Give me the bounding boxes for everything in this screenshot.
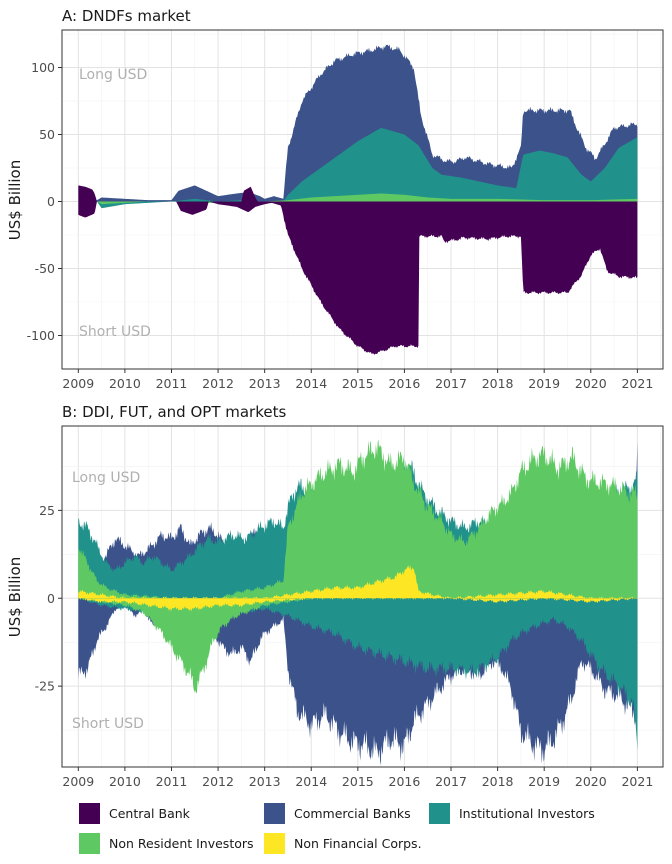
area-non-financial-corps-long: [78, 565, 638, 599]
legend-item-central-bank: Central Bank: [79, 803, 191, 824]
x-tick-label: 2018: [482, 774, 514, 789]
y-tick-label: 0: [47, 591, 55, 606]
y-tick-label: 0: [47, 194, 55, 209]
x-tick-label: 2011: [156, 376, 188, 391]
panel-a-short-annotation: Short USD: [79, 324, 151, 340]
x-tick-label: 2018: [482, 376, 514, 391]
x-tick-label: 2019: [528, 774, 560, 789]
y-tick-label: 100: [31, 60, 55, 75]
x-tick-label: 2013: [249, 376, 281, 391]
panel-a-y-axis-label: US$ Billion: [6, 160, 24, 240]
legend-label: Non Financial Corps.: [294, 836, 422, 851]
y-tick-label: 50: [39, 127, 55, 142]
legend-item-commercial-banks: Commercial Banks: [264, 803, 411, 824]
area-non-resident-investors-short: [78, 598, 638, 694]
x-tick-label: 2021: [621, 376, 653, 391]
area-institutional-investors-short: [78, 598, 638, 751]
legend-item-non-financial-corps: Non Financial Corps.: [264, 833, 422, 854]
legend-item-institutional-investors: Institutional Investors: [429, 803, 595, 824]
panel-a-y-ticks: -100 -50 0 50 100: [27, 60, 62, 343]
x-tick-label: 2015: [342, 376, 374, 391]
panel-b-areas: [78, 439, 638, 766]
panel-b-short-annotation: Short USD: [72, 716, 144, 732]
y-tick-label: -100: [27, 328, 55, 343]
x-tick-label: 2017: [435, 774, 467, 789]
legend-label: Commercial Banks: [294, 806, 411, 821]
x-tick-label: 2013: [249, 774, 281, 789]
x-tick-label: 2016: [389, 376, 421, 391]
panel-b-title: B: DDI, FUT, and OPT markets: [62, 403, 286, 421]
panel-a-title: A: DNDFs market: [62, 7, 191, 25]
legend-item-non-resident-investors: Non Resident Investors: [79, 833, 254, 854]
panel-b: B: DDI, FUT, and OPT markets Long USD Sh…: [6, 403, 664, 789]
area-central-bank: [78, 201, 638, 355]
x-tick-label: 2012: [202, 774, 234, 789]
legend-label: Institutional Investors: [459, 806, 595, 821]
x-tick-label: 2016: [389, 774, 421, 789]
x-tick-label: 2010: [109, 376, 141, 391]
x-tick-label: 2011: [156, 774, 188, 789]
legend-swatch: [264, 833, 285, 854]
legend-swatch: [79, 803, 100, 824]
panel-a: A: DNDFs market Long USD Short USD -100-…: [6, 7, 664, 391]
x-tick-label: 2012: [202, 376, 234, 391]
panel-a-areas: [78, 44, 638, 355]
x-tick-label: 2015: [342, 774, 374, 789]
x-tick-label: 2019: [528, 376, 560, 391]
y-tick-label: -25: [35, 679, 55, 694]
x-tick-label: 2020: [575, 376, 607, 391]
panel-b-x-ticks: 2009 2010 2011 2012 2013 2014 2015 2016 2017 2018…: [62, 767, 653, 789]
legend-swatch: [79, 833, 100, 854]
area-institutional-investors: [78, 127, 638, 209]
panel-b-long-annotation: Long USD: [72, 470, 140, 486]
area-non-resident-investors-long: [78, 439, 638, 599]
x-tick-label: 2017: [435, 376, 467, 391]
area-non-financial-corps-short: [78, 598, 638, 612]
area-commercial-banks: [78, 44, 638, 202]
panel-b-y-ticks: -25 0 25: [35, 503, 62, 694]
panel-a-frame: [61, 29, 664, 370]
panel-b-y-axis-label: US$ Billion: [6, 557, 24, 637]
legend-swatch: [429, 803, 450, 824]
x-tick-label: 2014: [295, 376, 327, 391]
legend-swatch: [264, 803, 285, 824]
panel-b-frame: [61, 425, 664, 768]
x-tick-label: 2009: [62, 774, 94, 789]
legend: Central Bank Commercial Banks Institutiona…: [79, 803, 595, 854]
x-tick-label: 2020: [575, 774, 607, 789]
x-tick-label: 2010: [109, 774, 141, 789]
y-tick-label: -50: [35, 261, 55, 276]
x-tick-label: 2009: [62, 376, 94, 391]
x-tick-label: 2021: [621, 774, 653, 789]
legend-label: Non Resident Investors: [109, 836, 254, 851]
panel-a-x-ticks: 2009 2010 2011 2012 2013 2014 2015 2016 2017 2018…: [62, 369, 653, 391]
y-tick-label: 25: [39, 503, 55, 518]
legend-label: Central Bank: [109, 806, 191, 821]
x-tick-label: 2014: [295, 774, 327, 789]
panel-a-long-annotation: Long USD: [79, 67, 147, 83]
